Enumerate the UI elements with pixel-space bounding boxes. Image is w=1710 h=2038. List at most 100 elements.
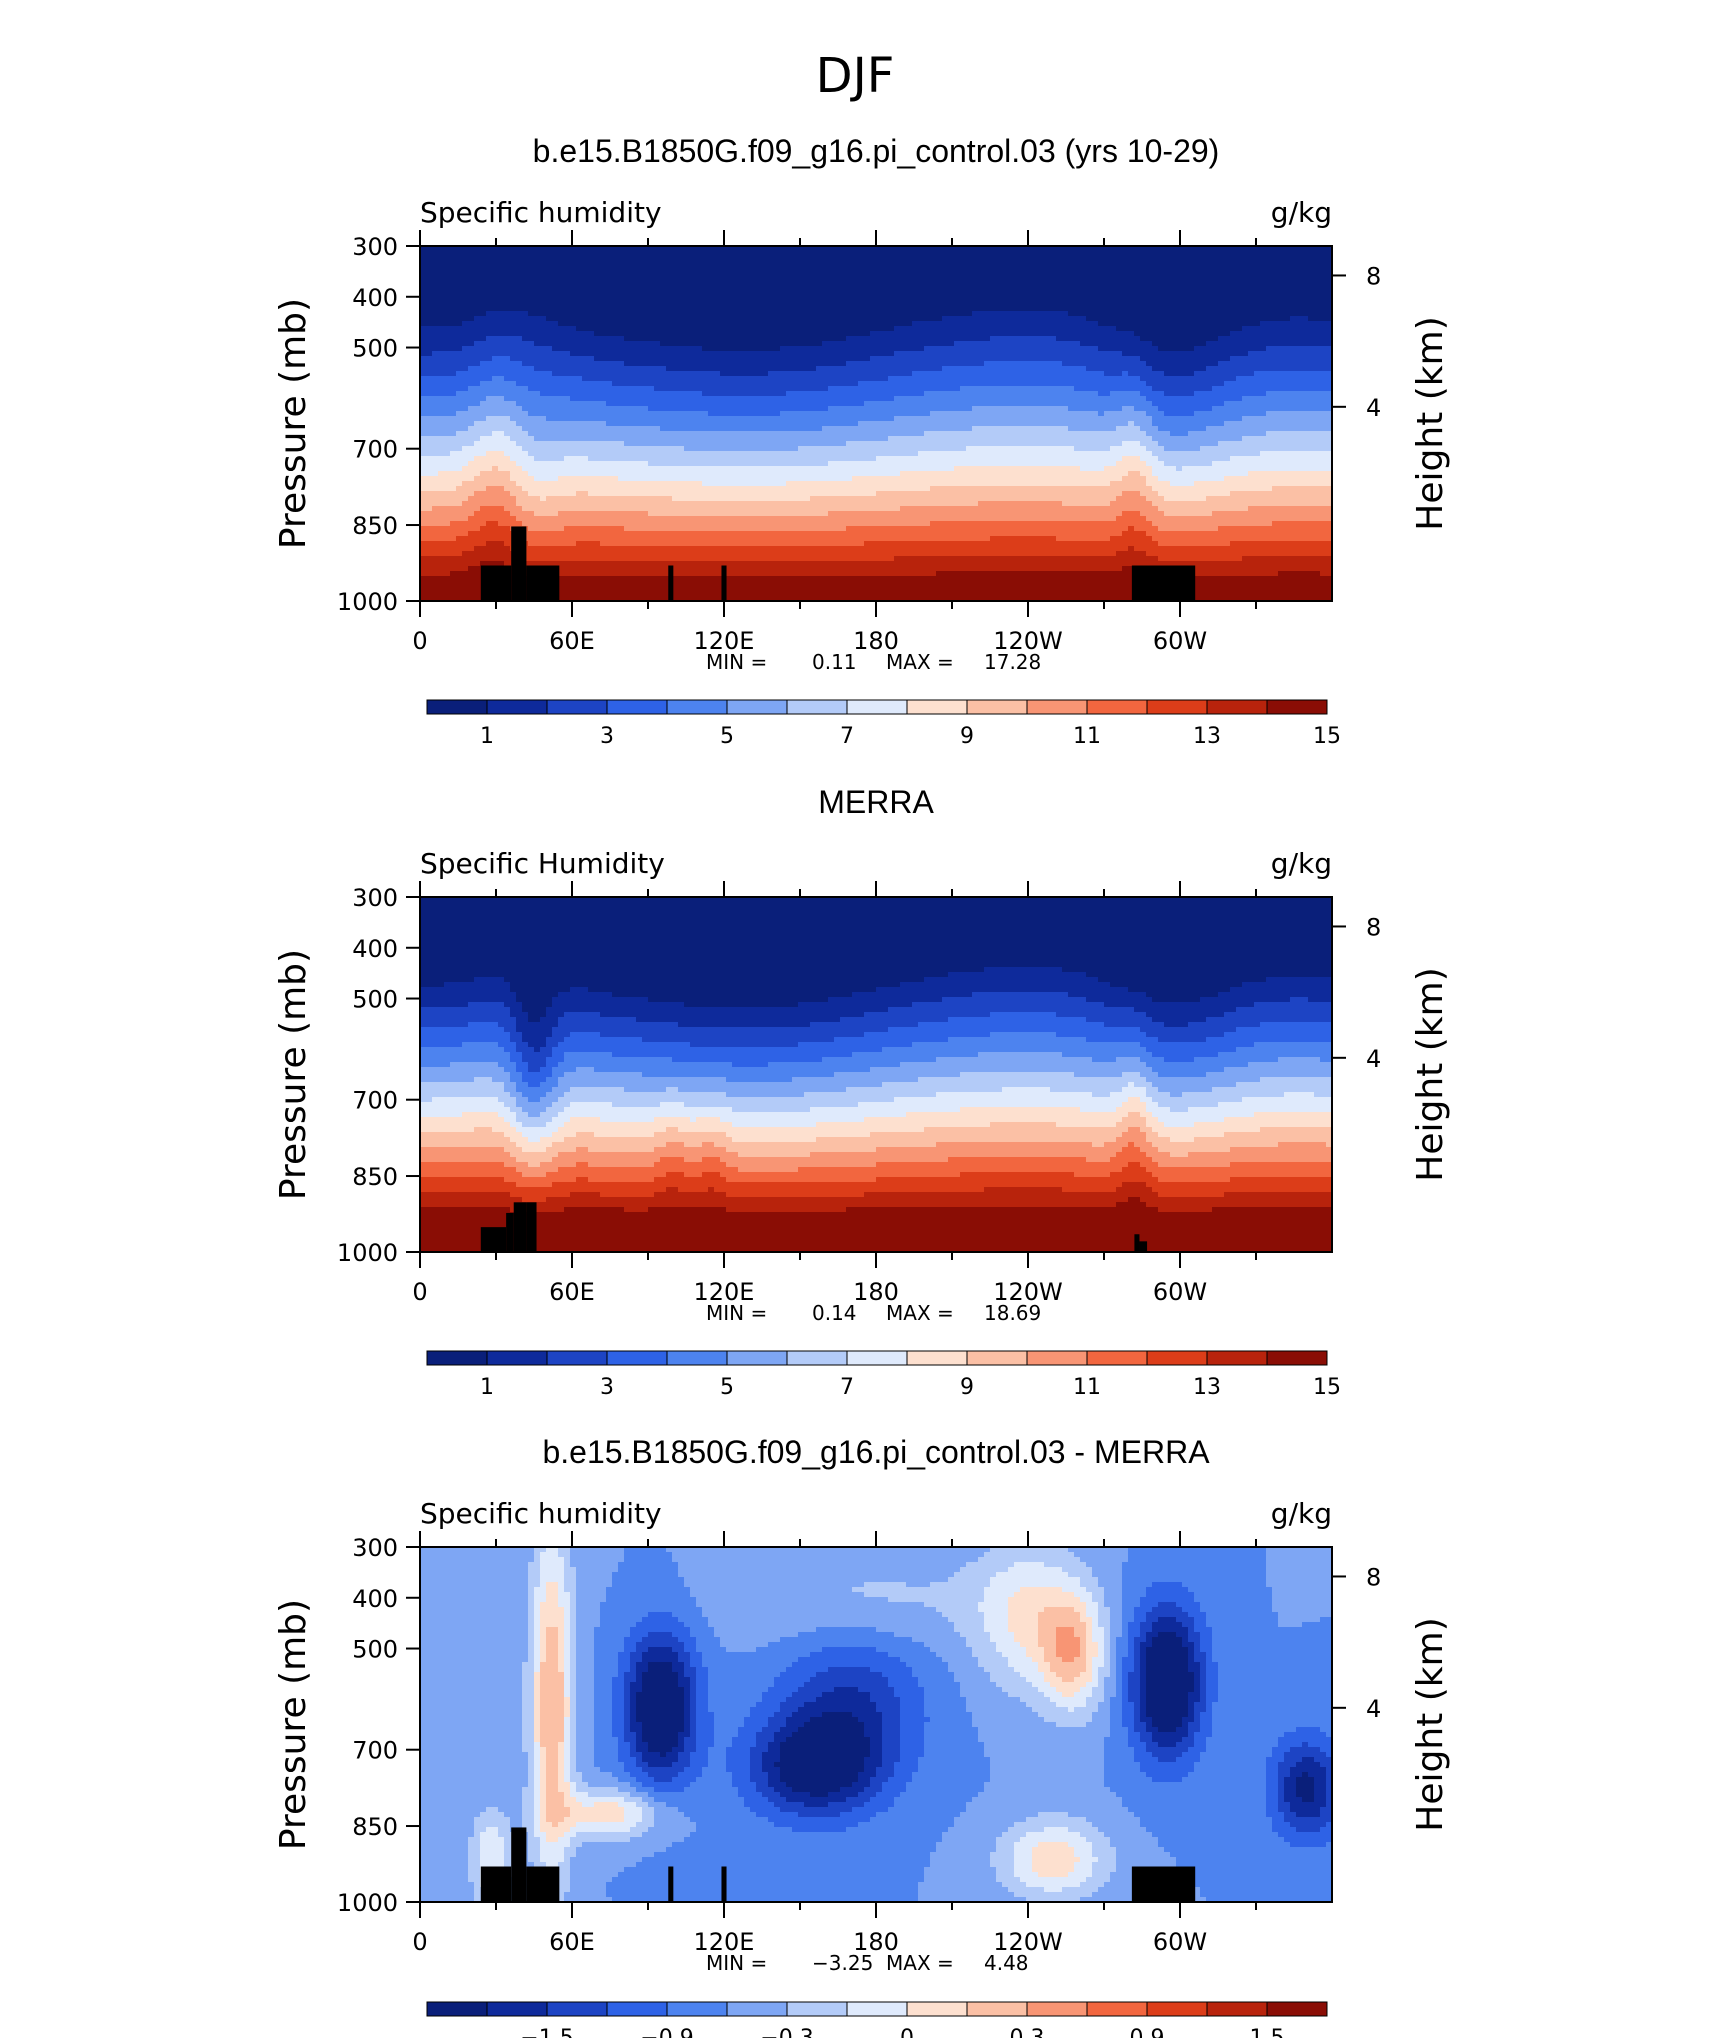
colorbar-label: 3 (600, 724, 614, 749)
colorbar-box (486, 1350, 548, 1366)
stat-max-label: MAX = (886, 1951, 954, 1975)
land-mask (480, 1866, 512, 1902)
colorbar-box (1206, 2001, 1268, 2017)
stat-min-label: MIN = (706, 1951, 767, 1975)
x-tick-label: 60W (1153, 627, 1207, 655)
colorbar-label: 7 (840, 1375, 854, 1400)
land-mask (668, 565, 674, 601)
x-tick-label: 60E (549, 627, 595, 655)
chart-panel-3: b.e15.B1850G.f09_g16.pi_control.03 - MER… (273, 1434, 1451, 2038)
x-tick-label: 60W (1153, 1928, 1207, 1956)
colorbar-label: −0.3 (760, 2026, 813, 2038)
stat-max-value: 17.28 (984, 650, 1041, 674)
colorbar-box (1026, 699, 1088, 715)
stat-max-value: 4.48 (984, 1951, 1029, 1975)
colorbar-box (1206, 1350, 1268, 1366)
x-tick-label: 0 (412, 1928, 427, 1956)
land-mask (721, 565, 727, 601)
colorbar-box (726, 2001, 788, 2017)
y-tick-label: 850 (352, 1813, 398, 1841)
colorbar-box (1146, 699, 1208, 715)
x-tick-label: 180 (853, 627, 899, 655)
colorbar-label: 0.9 (1130, 2026, 1165, 2038)
colorbar-label: 5 (720, 724, 734, 749)
x-tick-label: 120E (694, 1928, 755, 1956)
x-tick-label: 120W (993, 627, 1063, 655)
land-mask (1134, 1234, 1140, 1252)
y-tick-label: 700 (352, 1737, 398, 1765)
panel-title: b.e15.B1850G.f09_g16.pi_control.03 (yrs … (533, 133, 1220, 169)
y-tick-label: 300 (352, 1534, 398, 1562)
y-axis-label: Pressure (mb) (273, 949, 314, 1200)
colorbar: −1.5 −0.9 −0.3 0 0.3 0.9 1.5 (426, 2001, 1328, 2038)
figure-title: DJF (816, 48, 895, 104)
y-tick-label: 850 (352, 512, 398, 540)
x-tick-label: 60E (549, 1928, 595, 1956)
colorbar-box (846, 699, 908, 715)
colorbar-label: 1 (480, 1375, 494, 1400)
y-right-tick-label: 8 (1366, 913, 1381, 941)
y-tick-label: 1000 (337, 1239, 398, 1267)
colorbar-box (1026, 1350, 1088, 1366)
colorbar-box (486, 699, 548, 715)
colorbar-box (1266, 1350, 1328, 1366)
y-tick-label: 500 (352, 1636, 398, 1664)
y-tick-label: 850 (352, 1163, 398, 1191)
colorbar-box (1266, 2001, 1328, 2017)
colorbar-label: 1 (480, 724, 494, 749)
land-mask (526, 1866, 560, 1902)
colorbar-label: 7 (840, 724, 854, 749)
colorbar-label: 5 (720, 1375, 734, 1400)
y-right-tick-label: 4 (1366, 394, 1381, 422)
colorbar-label: 15 (1313, 724, 1341, 749)
colorbar-box (786, 699, 848, 715)
stat-max-label: MAX = (886, 1301, 954, 1325)
colorbar-box (726, 699, 788, 715)
colorbar-box (666, 699, 728, 715)
y-right-axis-label: Height (km) (1410, 316, 1451, 530)
y-axis-label: Pressure (mb) (273, 298, 314, 549)
land-mask (511, 526, 527, 601)
colorbar-box (906, 699, 968, 715)
colorbar-label: 9 (960, 724, 974, 749)
y-right-tick-label: 8 (1366, 262, 1381, 290)
land-mask (480, 565, 512, 601)
stat-min-label: MIN = (706, 1301, 767, 1325)
colorbar-label: 3 (600, 1375, 614, 1400)
stat-min-value: 0.11 (812, 650, 857, 674)
x-tick-label: 0 (412, 627, 427, 655)
panel-units-label: g/kg (1271, 847, 1332, 880)
panel-units-label: g/kg (1271, 196, 1332, 229)
land-mask (1139, 1241, 1148, 1252)
colorbar-box (966, 699, 1028, 715)
stat-max-value: 18.69 (984, 1301, 1041, 1325)
y-right-tick-label: 8 (1366, 1563, 1381, 1591)
colorbar-box (606, 1350, 668, 1366)
y-tick-label: 300 (352, 884, 398, 912)
stat-min-value: −3.25 (812, 1951, 873, 1975)
y-tick-label: 500 (352, 335, 398, 363)
land-mask (513, 1202, 527, 1252)
x-tick-label: 60E (549, 1278, 595, 1306)
panel-title: b.e15.B1850G.f09_g16.pi_control.03 - MER… (542, 1434, 1210, 1470)
colorbar-box (666, 1350, 728, 1366)
colorbar-label: 9 (960, 1375, 974, 1400)
colorbar-box (966, 2001, 1028, 2017)
colorbar-box (606, 2001, 668, 2017)
x-tick-label: 120E (694, 1278, 755, 1306)
colorbar-box (966, 1350, 1028, 1366)
land-mask (668, 1866, 674, 1902)
y-tick-label: 1000 (337, 588, 398, 616)
colorbar-box (486, 2001, 548, 2017)
x-tick-label: 180 (853, 1278, 899, 1306)
x-tick-label: 120E (694, 627, 755, 655)
colorbar-box (1146, 2001, 1208, 2017)
colorbar-label: −0.9 (640, 2026, 693, 2038)
colorbar-box (1146, 1350, 1208, 1366)
y-tick-label: 700 (352, 1087, 398, 1115)
colorbar-box (546, 1350, 608, 1366)
colorbar-label: −1.5 (520, 2026, 573, 2038)
land-mask (721, 1866, 727, 1902)
stat-min-label: MIN = (706, 650, 767, 674)
